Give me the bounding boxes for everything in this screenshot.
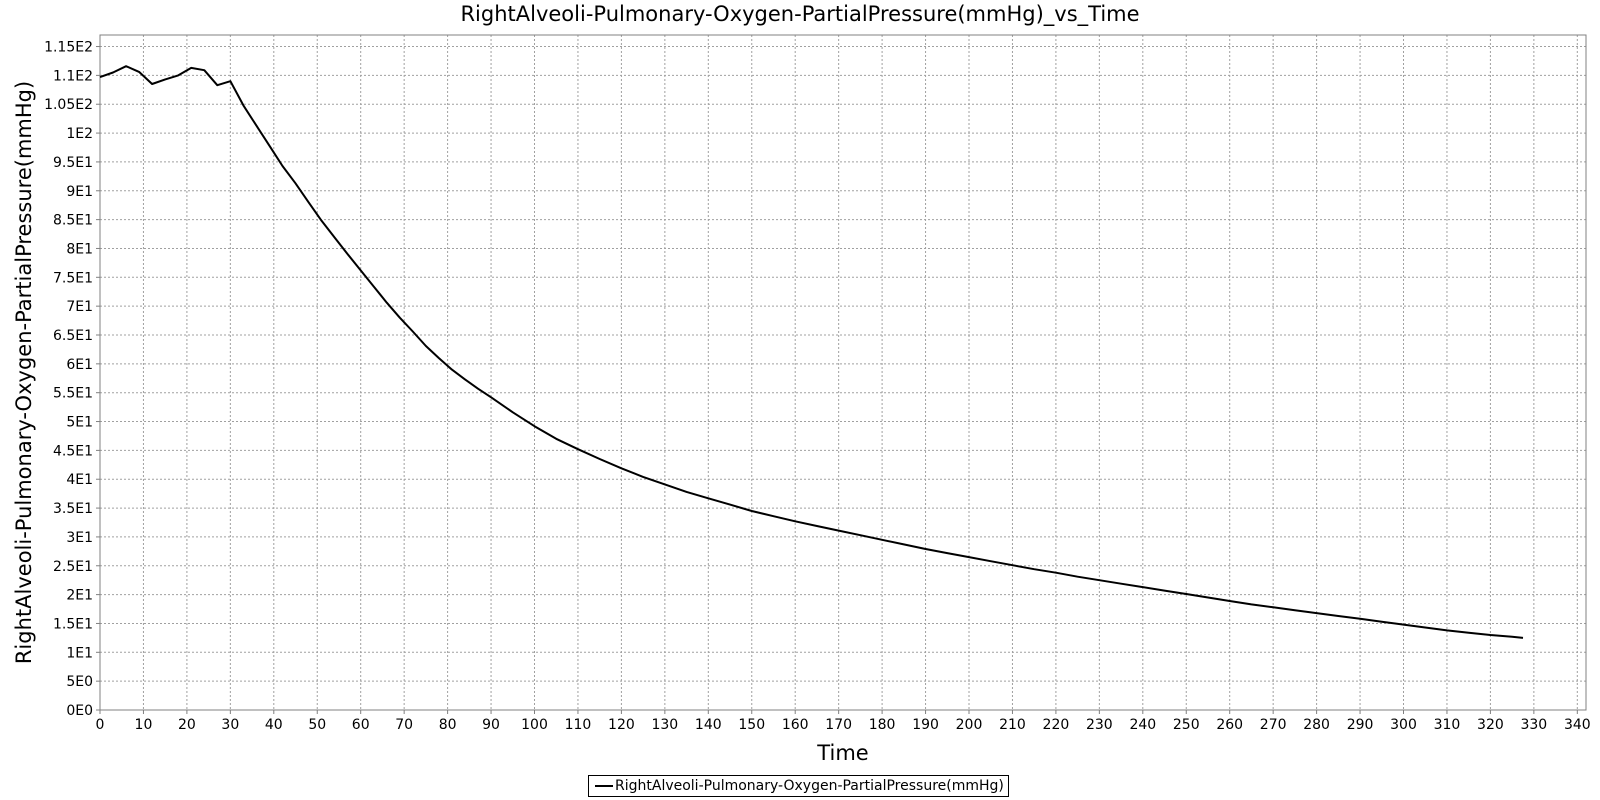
- x-tick-label: 200: [956, 717, 983, 733]
- x-tick-label: 180: [869, 717, 896, 733]
- x-tick-label: 10: [135, 717, 153, 733]
- y-tick-label: 2.5E1: [53, 559, 93, 575]
- chart-title: RightAlveoli-Pulmonary-Oxygen-PartialPre…: [460, 2, 1140, 26]
- x-tick-label: 20: [178, 717, 196, 733]
- series-layer: [99, 65, 1524, 639]
- y-tick-label: 3.5E1: [53, 501, 93, 517]
- series-line: [99, 65, 1524, 639]
- y-tick-label: 7E1: [66, 299, 93, 315]
- x-tick-label: 290: [1347, 717, 1374, 733]
- x-tick-label: 310: [1434, 717, 1461, 733]
- x-tick-label: 170: [825, 717, 852, 733]
- x-tick-label: 160: [782, 717, 809, 733]
- x-axis-label: Time: [816, 741, 868, 765]
- x-tick-label: 210: [999, 717, 1026, 733]
- x-tick-label: 110: [565, 717, 592, 733]
- y-tick-label: 5.5E1: [53, 386, 93, 402]
- tick-layer: 0 10 20 30 40 50 60 70 80 90 100 110 120 130 140 150 160…: [44, 40, 1591, 733]
- x-tick-label: 320: [1477, 717, 1504, 733]
- x-tick-label: 240: [1129, 717, 1156, 733]
- x-tick-label: 280: [1303, 717, 1330, 733]
- x-tick-label: 300: [1390, 717, 1417, 733]
- y-tick-label: 3E1: [66, 530, 93, 546]
- y-tick-label: 8E1: [66, 241, 93, 257]
- y-tick-label: 6E1: [66, 357, 93, 373]
- x-tick-label: 90: [482, 717, 500, 733]
- x-tick-label: 0: [96, 717, 105, 733]
- y-tick-label: 2E1: [66, 588, 93, 604]
- x-tick-label: 150: [738, 717, 765, 733]
- y-tick-label: 6.5E1: [53, 328, 93, 344]
- y-tick-label: 1E1: [66, 645, 93, 661]
- y-tick-label: 9E1: [66, 184, 93, 200]
- y-tick-label: 1.1E2: [53, 68, 93, 84]
- x-tick-label: 220: [1043, 717, 1070, 733]
- x-tick-label: 260: [1216, 717, 1243, 733]
- x-tick-label: 50: [308, 717, 326, 733]
- x-tick-label: 40: [265, 717, 283, 733]
- x-tick-label: 340: [1564, 717, 1591, 733]
- y-tick-label: 5E0: [66, 674, 93, 690]
- x-tick-label: 130: [651, 717, 678, 733]
- x-tick-label: 270: [1260, 717, 1287, 733]
- x-tick-label: 250: [1173, 717, 1200, 733]
- y-tick-label: 4.5E1: [53, 443, 93, 459]
- y-tick-label: 1.05E2: [44, 97, 93, 113]
- x-tick-label: 100: [521, 717, 548, 733]
- legend-label: RightAlveoli-Pulmonary-Oxygen-PartialPre…: [615, 778, 1004, 794]
- y-axis-label: RightAlveoli-Pulmonary-Oxygen-PartialPre…: [12, 81, 36, 664]
- x-tick-label: 230: [1086, 717, 1113, 733]
- x-tick-label: 190: [912, 717, 939, 733]
- grid-layer: [99, 35, 1586, 711]
- y-tick-label: 4E1: [66, 472, 93, 488]
- x-tick-label: 120: [608, 717, 635, 733]
- x-tick-label: 70: [395, 717, 413, 733]
- x-tick-label: 140: [695, 717, 722, 733]
- y-tick-label: 1.15E2: [44, 40, 93, 56]
- y-tick-label: 8.5E1: [53, 213, 93, 229]
- y-tick-label: 7.5E1: [53, 270, 93, 286]
- y-tick-label: 5E1: [66, 415, 93, 431]
- y-tick-label: 9.5E1: [53, 155, 93, 171]
- legend-swatch: [595, 785, 613, 787]
- y-tick-label: 0E0: [66, 703, 93, 719]
- y-tick-label: 1E2: [66, 126, 93, 142]
- x-tick-label: 60: [352, 717, 370, 733]
- y-tick-label: 1.5E1: [53, 616, 93, 632]
- x-tick-label: 30: [221, 717, 239, 733]
- x-tick-label: 80: [439, 717, 457, 733]
- legend: RightAlveoli-Pulmonary-Oxygen-PartialPre…: [588, 775, 1009, 797]
- x-tick-label: 330: [1520, 717, 1547, 733]
- plot-area-frame: [99, 34, 1587, 711]
